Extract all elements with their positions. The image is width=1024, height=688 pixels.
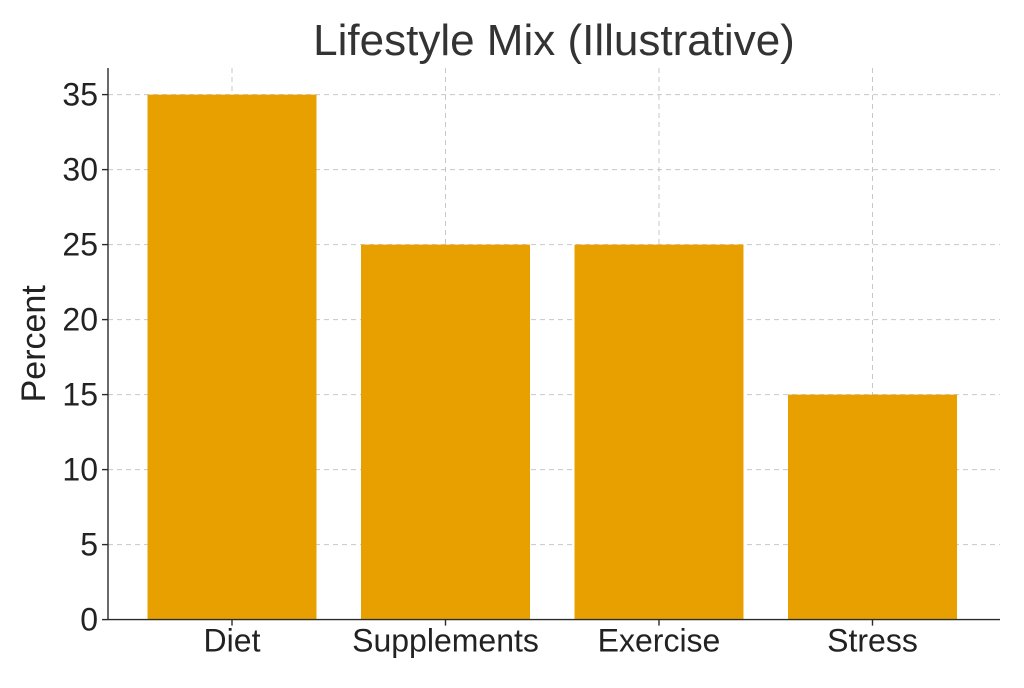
svg-text:15: 15 [62,376,98,412]
svg-text:35: 35 [62,76,98,112]
svg-text:0: 0 [80,601,98,637]
svg-text:10: 10 [62,451,98,487]
svg-text:25: 25 [62,226,98,262]
svg-text:5: 5 [80,526,98,562]
svg-text:Lifestyle Mix (Illustrative): Lifestyle Mix (Illustrative) [313,16,795,65]
svg-text:30: 30 [62,151,98,187]
svg-text:Stress: Stress [827,623,918,659]
svg-text:Supplements: Supplements [352,623,539,659]
svg-text:Percent: Percent [15,285,53,403]
svg-text:20: 20 [62,301,98,337]
svg-text:Diet: Diet [204,623,261,659]
svg-text:Exercise: Exercise [598,623,721,659]
